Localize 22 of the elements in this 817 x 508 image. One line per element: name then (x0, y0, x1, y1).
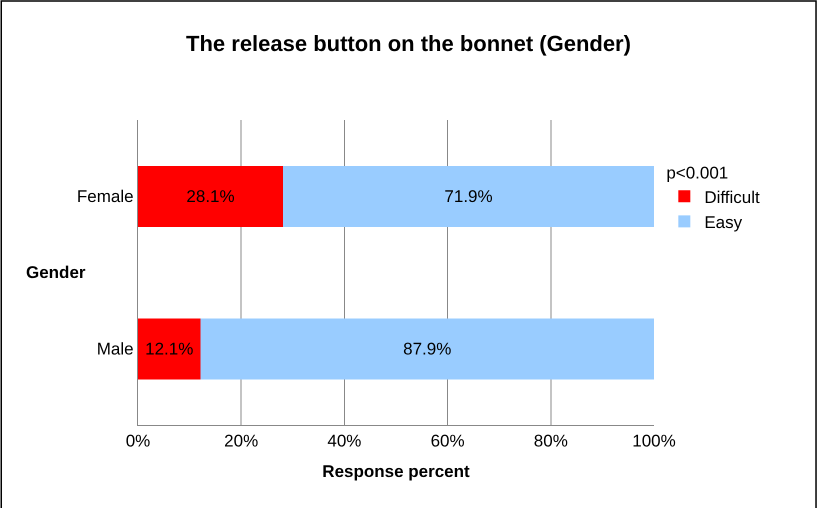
bar (200, 318, 654, 380)
bar (138, 318, 200, 380)
bar (283, 166, 654, 227)
y-axis-title: Gender (26, 263, 86, 282)
x-tick-label: 0% (126, 431, 150, 450)
data-label: 12.1% (145, 339, 194, 358)
data-label: 71.9% (444, 186, 493, 206)
y-tick-label: Female (76, 187, 134, 206)
legend-label: Easy (704, 212, 743, 232)
x-tick-label: 20% (224, 431, 258, 450)
bar (138, 166, 283, 227)
x-axis-title: Response percent (322, 462, 470, 481)
data-label: 87.9% (403, 339, 452, 358)
x-tick-label: 40% (327, 431, 362, 450)
y-tick-label: Male (96, 340, 134, 359)
x-tick-label: 60% (430, 431, 465, 450)
x-tick-label: 80% (534, 431, 568, 450)
legend-title: p<0.001 (666, 164, 728, 183)
legend-label: Difficult (704, 188, 760, 207)
chart-title: The release button on the bonnet (Gender) (186, 30, 631, 56)
data-label: 28.1% (186, 186, 235, 206)
x-tick-label: 100% (632, 431, 676, 450)
